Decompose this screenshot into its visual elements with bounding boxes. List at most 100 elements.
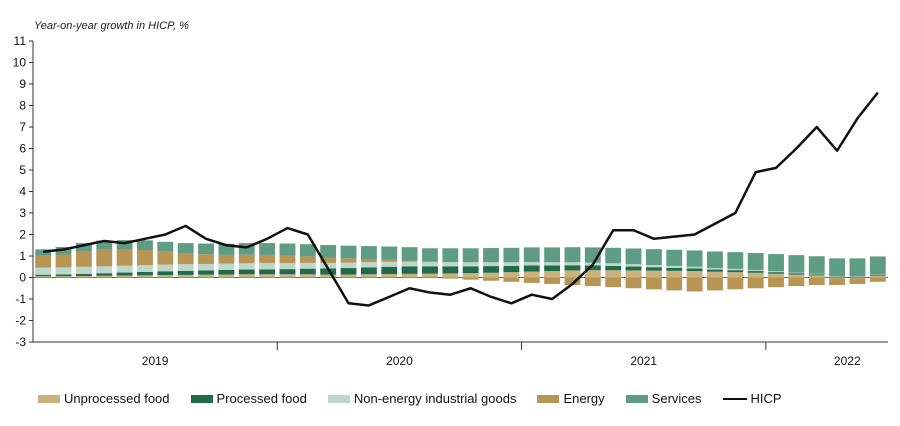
bar-segment-services — [605, 247, 622, 264]
bar-segment-unprocessed — [177, 274, 194, 278]
bar-segment-neig — [462, 262, 479, 267]
bar-segment-processed — [320, 268, 337, 275]
legend-item-neig: Non-energy industrial goods — [327, 391, 517, 406]
bar-segment-processed — [55, 274, 72, 277]
y-tick-label: 6 — [19, 142, 26, 156]
bar-segment-services — [401, 247, 418, 261]
bar-segment-energy — [768, 277, 784, 288]
bar-segment-unprocessed — [401, 273, 418, 278]
bar-segment-services — [116, 240, 133, 250]
legend-swatch-unprocessed — [38, 394, 60, 403]
bar-segment-unprocessed — [340, 274, 357, 278]
bar-segment-processed — [747, 271, 764, 273]
bar-segment-services — [788, 255, 805, 273]
bar-segment-unprocessed — [35, 276, 52, 278]
bar-segment-energy — [686, 277, 703, 292]
bar-segment-services — [483, 248, 499, 263]
bar-segment-unprocessed — [422, 273, 438, 278]
bar-segment-neig — [808, 273, 825, 275]
bar-segment-unprocessed — [503, 272, 520, 278]
legend-label-energy: Energy — [563, 391, 605, 406]
bar-segment-neig — [259, 263, 276, 270]
bar-segment-processed — [462, 266, 479, 274]
legend-item-energy: Energy — [537, 391, 605, 406]
bar-segment-processed — [707, 269, 723, 272]
y-tick-label: 5 — [19, 163, 26, 177]
bar-segment-neig — [686, 266, 703, 269]
bar-segment-processed — [401, 266, 418, 274]
bar-segment-processed — [259, 269, 276, 275]
bar-segment-processed — [198, 270, 214, 275]
y-tick-label: 3 — [19, 206, 26, 220]
bar-segment-neig — [707, 268, 723, 270]
bar-segment-neig — [75, 266, 92, 274]
x-year-label: 2022 — [834, 354, 861, 368]
bar-segment-unprocessed — [605, 270, 622, 278]
bar-segment-energy — [198, 254, 214, 264]
bar-segment-energy — [869, 277, 886, 282]
bar-segment-neig — [849, 276, 866, 277]
bar-segment-unprocessed — [137, 275, 153, 278]
y-tick-label: 1 — [19, 249, 26, 263]
bar-segment-unprocessed — [116, 275, 133, 278]
bar-segment-processed — [238, 269, 255, 275]
bar-segment-neig — [96, 266, 113, 274]
bar-segment-processed — [666, 267, 683, 271]
bar-segment-unprocessed — [442, 273, 459, 278]
bar-segment-neig — [238, 263, 255, 270]
y-tick-label: -2 — [15, 314, 26, 328]
legend-swatch-processed — [190, 394, 213, 403]
bar-segment-services — [707, 251, 723, 269]
bar-segment-neig — [279, 263, 296, 270]
bar-segment-neig — [340, 262, 357, 269]
bar-segment-neig — [55, 267, 72, 275]
bar-segment-energy — [605, 277, 622, 288]
bar-segment-processed — [503, 265, 520, 273]
bar-segment-neig — [768, 271, 784, 273]
bar-segment-neig — [218, 263, 235, 270]
bar-segment-unprocessed — [788, 274, 805, 278]
bar-segment-unprocessed — [645, 270, 662, 278]
bar-segment-energy — [544, 277, 561, 284]
bar-segment-services — [544, 247, 561, 263]
bar-segment-neig — [503, 262, 520, 266]
bar-segment-energy — [320, 257, 337, 263]
bar-segment-energy — [137, 249, 153, 266]
y-tick-label: 10 — [13, 56, 27, 70]
bar-segment-services — [645, 249, 662, 266]
bar-segment-energy — [625, 277, 642, 289]
legend-item-processed: Processed food — [190, 391, 307, 406]
bar-segment-neig — [381, 261, 398, 267]
bar-segment-unprocessed — [584, 270, 601, 278]
bar-segment-energy — [340, 258, 357, 263]
bar-segment-processed — [686, 268, 703, 272]
hicp-line — [43, 91, 879, 307]
bar-segment-services — [320, 245, 337, 258]
bar-segment-services — [381, 246, 398, 260]
bar-segment-energy — [360, 259, 377, 263]
bar-segment-unprocessed — [707, 271, 723, 278]
bar-segment-processed — [299, 268, 316, 275]
legend-swatch-neig — [327, 394, 350, 403]
bar-segment-unprocessed — [198, 274, 214, 278]
bar-segment-services — [747, 252, 764, 270]
legend-label-neig: Non-energy industrial goods — [353, 391, 517, 406]
bar-segment-neig — [442, 262, 459, 267]
bar-segment-unprocessed — [808, 275, 825, 278]
bar-segment-neig — [360, 262, 377, 268]
bar-segment-services — [422, 248, 438, 262]
bar-segment-processed — [116, 272, 133, 276]
bar-segment-neig — [666, 265, 683, 268]
bar-segment-services — [625, 248, 642, 265]
bar-segment-processed — [605, 265, 622, 271]
bar-segment-services — [869, 256, 886, 275]
bar-segment-unprocessed — [320, 274, 337, 278]
bar-segment-unprocessed — [55, 276, 72, 278]
bar-segment-energy — [299, 256, 316, 263]
bar-segment-services — [666, 249, 683, 266]
bar-segment-processed — [523, 265, 540, 272]
bar-segment-services — [218, 243, 235, 255]
bar-segment-energy — [829, 278, 846, 286]
bar-segment-services — [177, 243, 194, 254]
